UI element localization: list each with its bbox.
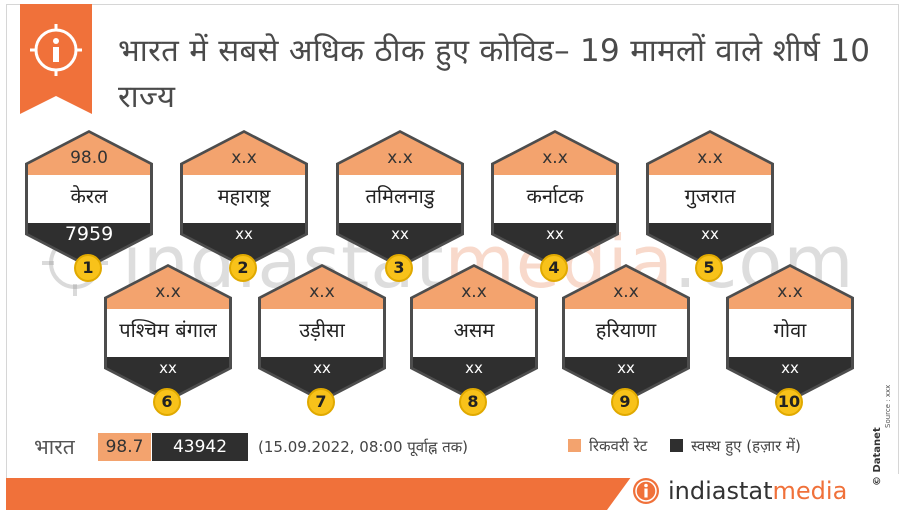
legend-swatch-recovery (568, 439, 581, 452)
info-badge (20, 4, 92, 114)
rank-badge: 9 (611, 388, 639, 416)
state-name: कर्नाटक (526, 184, 584, 208)
state-name: असम (453, 318, 495, 342)
rank-badge: 1 (74, 254, 102, 282)
source-note: Source : xxx (884, 384, 892, 428)
as-of-date: (15.09.2022, 08:00 पूर्वाह्न तक) (258, 438, 469, 456)
recovery-rate: 98.0 (70, 148, 108, 168)
infographic-frame (6, 4, 899, 510)
datanet-credit: © Datanet (872, 427, 883, 486)
rank-badge: 6 (153, 388, 181, 416)
rank-badge: 7 (307, 388, 335, 416)
state-card: x.x हरियाणा xx 9 (562, 264, 690, 416)
state-card: x.x गुजरात xx 5 (646, 130, 774, 282)
state-card: x.x तमिलनाडु xx 3 (336, 130, 464, 282)
state-card: x.x उड़ीसा xx 7 (258, 264, 386, 416)
state-name: पश्चिम बंगाल (119, 318, 217, 342)
legend-item-recovery: रिकवरी रेट (568, 436, 647, 456)
info-icon (20, 4, 92, 114)
recovery-rate: x.x (309, 282, 335, 302)
state-card: x.x गोवा xx 10 (726, 264, 854, 416)
india-recovered-count: 43942 (152, 433, 248, 461)
state-name: महाराष्ट्र (217, 184, 271, 208)
india-recovery-rate: 98.7 (98, 433, 151, 461)
state-name: हरियाणा (595, 318, 657, 342)
recovered-count: xx (546, 225, 564, 243)
rank-badge: 4 (540, 254, 568, 282)
state-card: x.x असम xx 8 (410, 264, 538, 416)
legend-label-recovery: रिकवरी रेट (589, 437, 648, 455)
recovery-rate: x.x (155, 282, 181, 302)
rank-badge: 2 (229, 254, 257, 282)
recovered-count: xx (235, 225, 253, 243)
recovery-rate: x.x (542, 148, 568, 168)
recovery-rate: x.x (697, 148, 723, 168)
brand-text: indiastatmedia (668, 477, 848, 505)
state-name: उड़ीसा (299, 318, 345, 342)
side-credits: © Datanet Source : xxx (872, 378, 894, 498)
rank-badge: 8 (459, 388, 487, 416)
legend-swatch-healthy (670, 439, 684, 452)
state-name: गुजरात (684, 184, 736, 208)
recovery-rate: x.x (777, 282, 803, 302)
recovered-count: xx (313, 359, 331, 377)
recovered-count: 7959 (64, 223, 114, 245)
state-card: x.x कर्नाटक xx 4 (491, 130, 619, 282)
recovered-count: xx (701, 225, 719, 243)
recovery-rate: x.x (387, 148, 413, 168)
state-name: केरल (70, 184, 108, 208)
recovery-rate: x.x (613, 282, 639, 302)
page-title: भारत में सबसे अधिक ठीक हुए कोविड– 19 माम… (118, 33, 871, 115)
state-card: 98.0 केरल 7959 1 (25, 130, 153, 282)
state-name: गोवा (773, 318, 807, 342)
recovery-rate: x.x (461, 282, 487, 302)
state-card: x.x पश्चिम बंगाल xx 6 (104, 264, 232, 416)
recovery-rate: x.x (231, 148, 257, 168)
indiastat-i-icon (633, 478, 659, 504)
legend-item-healthy: स्वस्थ हुए (हज़ार में) (670, 436, 801, 456)
state-card: x.x महाराष्ट्र xx 2 (180, 130, 308, 282)
rank-badge: 10 (775, 388, 803, 416)
recovered-count: xx (781, 359, 799, 377)
recovered-count: xx (391, 225, 409, 243)
india-label: भारत (34, 435, 75, 459)
rank-badge: 5 (695, 254, 723, 282)
recovered-count: xx (159, 359, 177, 377)
legend-label-healthy: स्वस्थ हुए (हज़ार में) (691, 437, 801, 455)
recovered-count: xx (465, 359, 483, 377)
state-name: तमिलनाडु (365, 184, 435, 208)
recovered-count: xx (617, 359, 635, 377)
rank-badge: 3 (385, 254, 413, 282)
legend: रिकवरी रेट स्वस्थ हुए (हज़ार में) (568, 436, 819, 456)
